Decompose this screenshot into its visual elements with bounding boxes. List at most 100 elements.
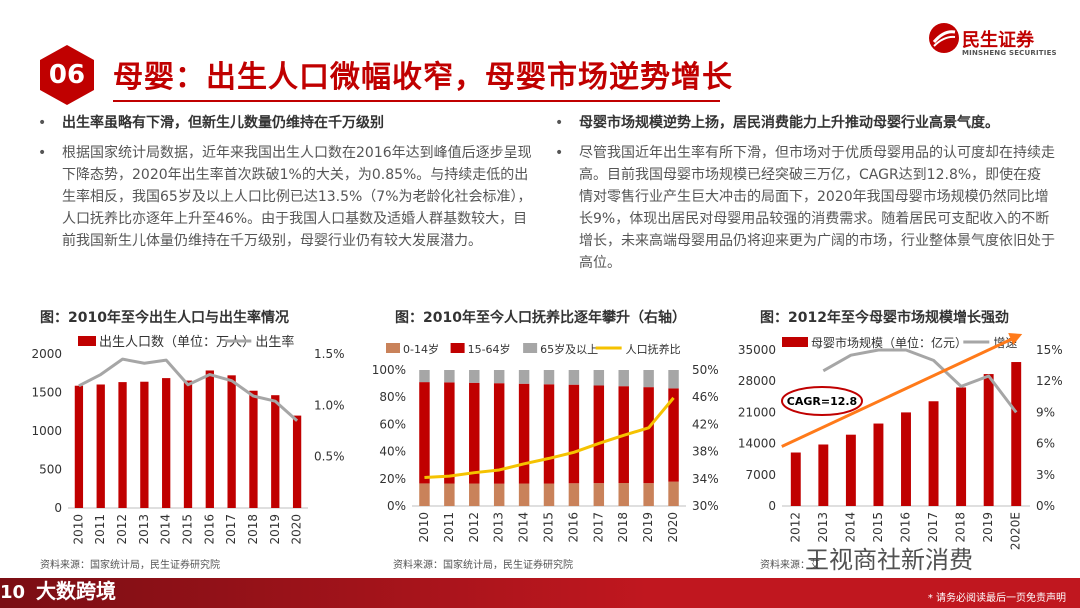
y-right-tick-label: 42% xyxy=(692,417,719,431)
y-left-tick-label: 1500 xyxy=(31,386,62,400)
legend-label: 出生率 xyxy=(255,334,294,350)
wechat-watermark: 王视商社新消费 xyxy=(805,546,973,574)
x-tick-label: 2020 xyxy=(290,514,304,545)
bar-segment xyxy=(444,370,455,383)
bar-segment xyxy=(543,370,555,385)
y-left-tick-label: 7000 xyxy=(745,468,776,482)
disclaimer-note: * 请务必阅读最后一页免责声明 xyxy=(927,593,1066,604)
bar xyxy=(271,395,280,508)
bar-segment xyxy=(593,385,605,484)
x-tick-label: 2018 xyxy=(246,514,260,545)
bar-segment xyxy=(593,483,605,506)
series-line xyxy=(822,348,1018,414)
cagr-badge xyxy=(781,386,863,416)
bar-segment xyxy=(543,483,555,506)
x-tick-label: 2014 xyxy=(843,512,857,543)
y-left-tick-label: 21000 xyxy=(738,405,776,419)
legend-swatch xyxy=(450,343,465,353)
y-left-tick-label: 35000 xyxy=(738,343,776,357)
x-tick-label: 2012 xyxy=(788,512,802,543)
bar xyxy=(956,387,967,506)
site-watermark: 10 大数跨境 xyxy=(0,575,116,604)
y-right-tick-label: 50% xyxy=(692,363,719,377)
bar-segment xyxy=(469,483,480,506)
y-right-tick-label: 38% xyxy=(692,445,719,459)
y-left-tick-label: 20% xyxy=(379,472,406,486)
y-right-tick-label: 46% xyxy=(692,390,719,404)
legend-swatch xyxy=(78,336,96,346)
bar-segment xyxy=(444,483,455,506)
bar-segment xyxy=(618,370,629,387)
y-right-tick-label: 1.5% xyxy=(314,347,345,361)
minsheng-logo-icon xyxy=(929,23,959,53)
x-tick-label: 2014 xyxy=(159,514,173,545)
chart-dependency-ratio: 0% 20% 40% 60% 80% 100% 30% 34% 38% 42% 46% 50% 2010… xyxy=(372,342,719,543)
bar xyxy=(74,385,84,508)
right-body: 尽管我国近年出生率有所下滑，但市场对于优质母婴用品的认可度却在持续走高。目前我国… xyxy=(579,145,1055,271)
y-right-tick-label: 34% xyxy=(692,472,719,486)
bar-segment xyxy=(419,382,430,484)
x-tick-label: 2017 xyxy=(224,514,238,545)
x-tick-label: 2013 xyxy=(137,514,151,545)
bar-segment xyxy=(568,384,580,484)
legend-swatch xyxy=(782,337,808,347)
right-text-column: • 母婴市场规模逆势上扬，居民消费能力上升推动母婴行业高景气度。 • 尽管我国近… xyxy=(555,112,1055,272)
y-left-tick-label: 60% xyxy=(379,417,406,431)
bar xyxy=(118,382,127,508)
left-body: 根据国家统计局数据，近年来我国出生人口数在2016年达到峰值后逐步呈现下降态势，… xyxy=(62,145,532,249)
bullet: • xyxy=(555,145,564,161)
watermark-logo-icon: 10 xyxy=(0,582,26,603)
y-right-tick-label: 3% xyxy=(1036,468,1055,482)
y-left-tick-label: 1000 xyxy=(31,424,62,438)
legend-label: 15-64岁 xyxy=(468,342,511,356)
y-right-tick-label: 0% xyxy=(1036,499,1055,513)
legend-label: 65岁及以上 xyxy=(540,342,598,356)
chart-birth-population: 0 500 1000 1500 2000 0.5% 1.0% 1.5% 2010 2011 2012… xyxy=(31,334,345,545)
x-tick-label: 2019 xyxy=(641,512,655,543)
bullet: • xyxy=(555,115,564,131)
bar-segment xyxy=(518,383,530,484)
bar xyxy=(162,378,171,508)
bar-segment xyxy=(568,483,580,506)
x-tick-label: 2010 xyxy=(417,512,431,543)
x-tick-label: 2020 xyxy=(666,512,680,543)
y-right-tick-label: 15% xyxy=(1036,343,1063,357)
x-tick-label: 2010 xyxy=(71,514,85,545)
y-left-tick-label: 0 xyxy=(54,501,62,515)
bar-segment xyxy=(668,388,679,482)
y-left-tick-label: 28000 xyxy=(738,374,776,388)
watermark-text: 大数跨境 xyxy=(36,579,117,603)
y-left-tick-label: 80% xyxy=(379,390,406,404)
y-right-tick-label: 6% xyxy=(1036,437,1055,451)
bar xyxy=(140,381,149,508)
x-tick-label: 2015 xyxy=(871,512,885,543)
y-right-tick-label: 1.0% xyxy=(314,398,345,412)
x-tick-label: 2014 xyxy=(517,512,531,543)
bar xyxy=(249,390,258,508)
series-line xyxy=(424,396,675,479)
x-tick-label: 2012 xyxy=(467,512,481,543)
x-tick-label: 2018 xyxy=(954,512,968,543)
bar-segment xyxy=(419,483,430,506)
bar xyxy=(928,401,939,506)
bar-segment xyxy=(493,383,505,484)
y-right-tick-label: 9% xyxy=(1036,405,1055,419)
title-underline xyxy=(113,100,720,102)
chart3-title: 图：2012年至今母婴市场规模增长强劲 xyxy=(760,310,1009,326)
y-left-tick-label: 14000 xyxy=(738,437,776,451)
y-left-tick-label: 0% xyxy=(387,499,406,513)
x-tick-label: 2017 xyxy=(926,512,940,543)
bar-segment xyxy=(643,370,654,388)
chart3-source: 资料来源：艾 xyxy=(760,560,820,571)
bar xyxy=(183,380,193,508)
x-tick-label: 2016 xyxy=(566,512,580,543)
x-tick-label: 2011 xyxy=(93,514,107,545)
bar-segment xyxy=(469,370,480,383)
chart2-title: 图：2010年至今人口抚养比逐年攀升（右轴） xyxy=(395,310,686,326)
x-tick-label: 2011 xyxy=(442,512,456,543)
legend-label: 人口抚养比 xyxy=(626,342,681,356)
logo-name: 民生证券 xyxy=(962,30,1034,51)
y-left-tick-label: 500 xyxy=(39,463,62,477)
x-tick-label: 2017 xyxy=(591,512,605,543)
x-tick-label: 2013 xyxy=(492,512,506,543)
